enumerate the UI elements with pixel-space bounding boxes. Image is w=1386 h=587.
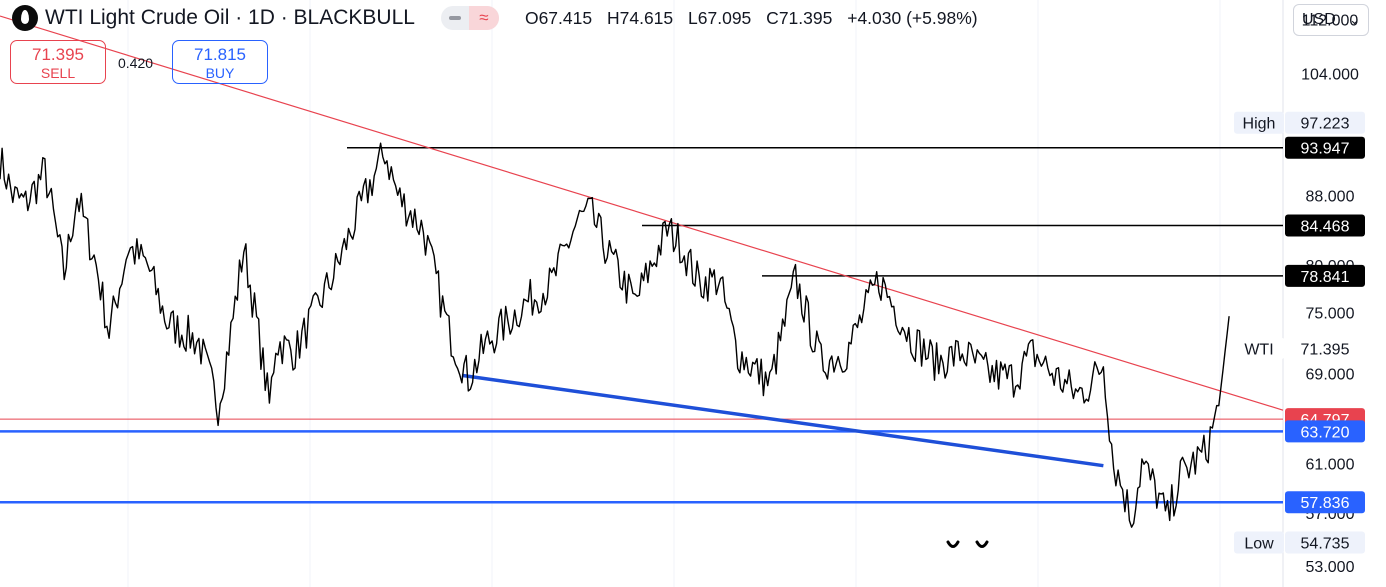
approx-icon: ≈ — [468, 6, 499, 30]
high-price-label: 97.223 — [1301, 116, 1350, 133]
high-price-label-label-bg — [1234, 111, 1284, 134]
falling-support-trendline — [461, 373, 1104, 468]
last-price-label: 71.395 — [1301, 341, 1350, 358]
y-tick-label: 112.000 — [1302, 12, 1359, 29]
y-tick-label: 61.000 — [1306, 456, 1355, 473]
last-price-label-bg — [1285, 337, 1365, 360]
level-price-label: 93.947 — [1301, 141, 1350, 158]
last-price-label-label: WTI — [1244, 341, 1273, 358]
last-price-label-label-bg — [1234, 337, 1284, 360]
price-line — [0, 142, 1230, 528]
y-tick-label: 53.000 — [1306, 559, 1355, 576]
low-price-label-label-bg — [1234, 531, 1284, 554]
bottom-marker — [975, 540, 989, 548]
y-tick-label: 88.000 — [1306, 189, 1355, 206]
level-price-label-bg — [1285, 214, 1365, 237]
low-price-label-label: Low — [1244, 535, 1274, 552]
low-price-label: 54.735 — [1301, 535, 1350, 552]
chart-header: WTI Light Crude Oil · 1D · BLACKBULL ≈ O… — [0, 0, 978, 36]
y-tick-label: 104.000 — [1301, 66, 1359, 83]
y-tick-label: 75.000 — [1306, 305, 1355, 322]
spread-value: 0.420 — [118, 55, 154, 71]
level-price-label-bg — [1285, 264, 1365, 287]
buy-button[interactable]: 71.815 BUY — [172, 40, 268, 84]
minus-icon — [448, 16, 461, 20]
change-value: +4.030 (+5.98%) — [847, 7, 978, 28]
level-price-label: 63.720 — [1301, 424, 1350, 441]
ohlc-values: O67.415 H74.615 L67.095 C71.395 +4.030 (… — [524, 7, 978, 28]
y-tick-label: 69.000 — [1306, 366, 1355, 383]
oil-drop-icon — [12, 5, 38, 31]
level-price-label: 57.836 — [1301, 495, 1350, 512]
level-price-label-bg — [1285, 136, 1365, 159]
sell-button[interactable]: 71.395 SELL — [10, 40, 106, 84]
high-price-label-label: High — [1243, 116, 1276, 133]
level-price-label: 78.841 — [1301, 269, 1350, 286]
chevron-down-icon: ⌄ — [1349, 12, 1360, 27]
currency-select[interactable]: USD ⌄ — [1293, 4, 1369, 36]
bottom-marker — [946, 540, 960, 548]
level-price-label-bg — [1285, 420, 1365, 443]
level-price-label: 84.468 — [1301, 218, 1350, 235]
descending-trendline — [0, 15, 1284, 411]
low-price-label-bg — [1285, 531, 1365, 554]
indicator-toggle[interactable]: ≈ — [440, 6, 499, 30]
high-price-label-bg — [1285, 111, 1365, 134]
symbol-title[interactable]: WTI Light Crude Oil · 1D · BLACKBULL — [45, 6, 415, 29]
level-price-label-bg — [1285, 491, 1365, 514]
